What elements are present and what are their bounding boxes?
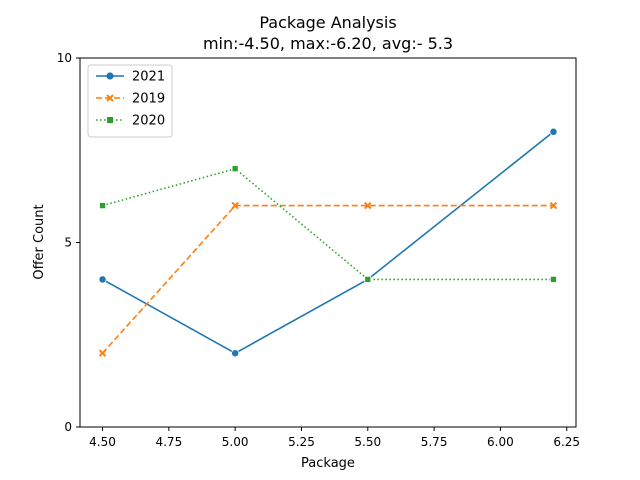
legend-marker-2021 <box>106 72 114 80</box>
legend-label-2020: 2020 <box>132 114 165 129</box>
x-tick-label-3: 5.25 <box>288 435 315 449</box>
x-tick-label-7: 6.25 <box>553 435 580 449</box>
chart-title: Package Analysis <box>259 13 396 32</box>
data-point-2019-2 <box>364 201 372 210</box>
series-line-2021 <box>102 131 554 355</box>
legend: 2021 2019 2020 <box>87 64 173 138</box>
chart-subtitle: min:-4.50, max:-6.20, avg:- 5.3 <box>203 34 453 53</box>
legend-label-2019: 2019 <box>132 92 165 107</box>
y-axis-label: Offer Count <box>32 204 47 279</box>
data-point-2021-0 <box>98 275 107 284</box>
data-point-2021-3 <box>549 127 558 136</box>
data-point-2019-1 <box>231 201 239 210</box>
legend-marker-2020 <box>107 117 113 123</box>
legend-label-2021: 2021 <box>132 70 165 85</box>
x-tick-label-5: 5.75 <box>421 435 448 449</box>
data-point-2019-0 <box>98 349 107 357</box>
x-tick-label-2: 5.00 <box>222 435 249 449</box>
legend-marker-2019 <box>106 94 114 102</box>
data-point-2020-3 <box>550 276 557 283</box>
plot-area: 4.50 4.75 5.00 5.25 5.50 5.75 6.00 6.25 0 5 10 2021… <box>57 51 580 449</box>
x-tick-label-0: 4.50 <box>89 435 116 449</box>
data-point-2021-1 <box>231 349 240 358</box>
y-tick-label-2: 10 <box>57 51 72 65</box>
data-point-2020-1 <box>231 165 239 173</box>
x-tick-label-4: 5.50 <box>354 435 381 449</box>
y-tick-label-0: 0 <box>64 420 72 434</box>
y-tick-label-1: 5 <box>64 236 72 250</box>
data-point-2019-3 <box>549 201 558 210</box>
series-line-2019 <box>101 204 554 354</box>
data-point-2020-0 <box>99 202 106 209</box>
series-line-2020 <box>102 167 554 281</box>
x-tick-label-1: 4.75 <box>155 435 182 449</box>
x-axis-label: Package <box>301 456 355 471</box>
x-tick-label-6: 6.00 <box>487 435 514 449</box>
data-point-2020-2 <box>364 276 372 283</box>
